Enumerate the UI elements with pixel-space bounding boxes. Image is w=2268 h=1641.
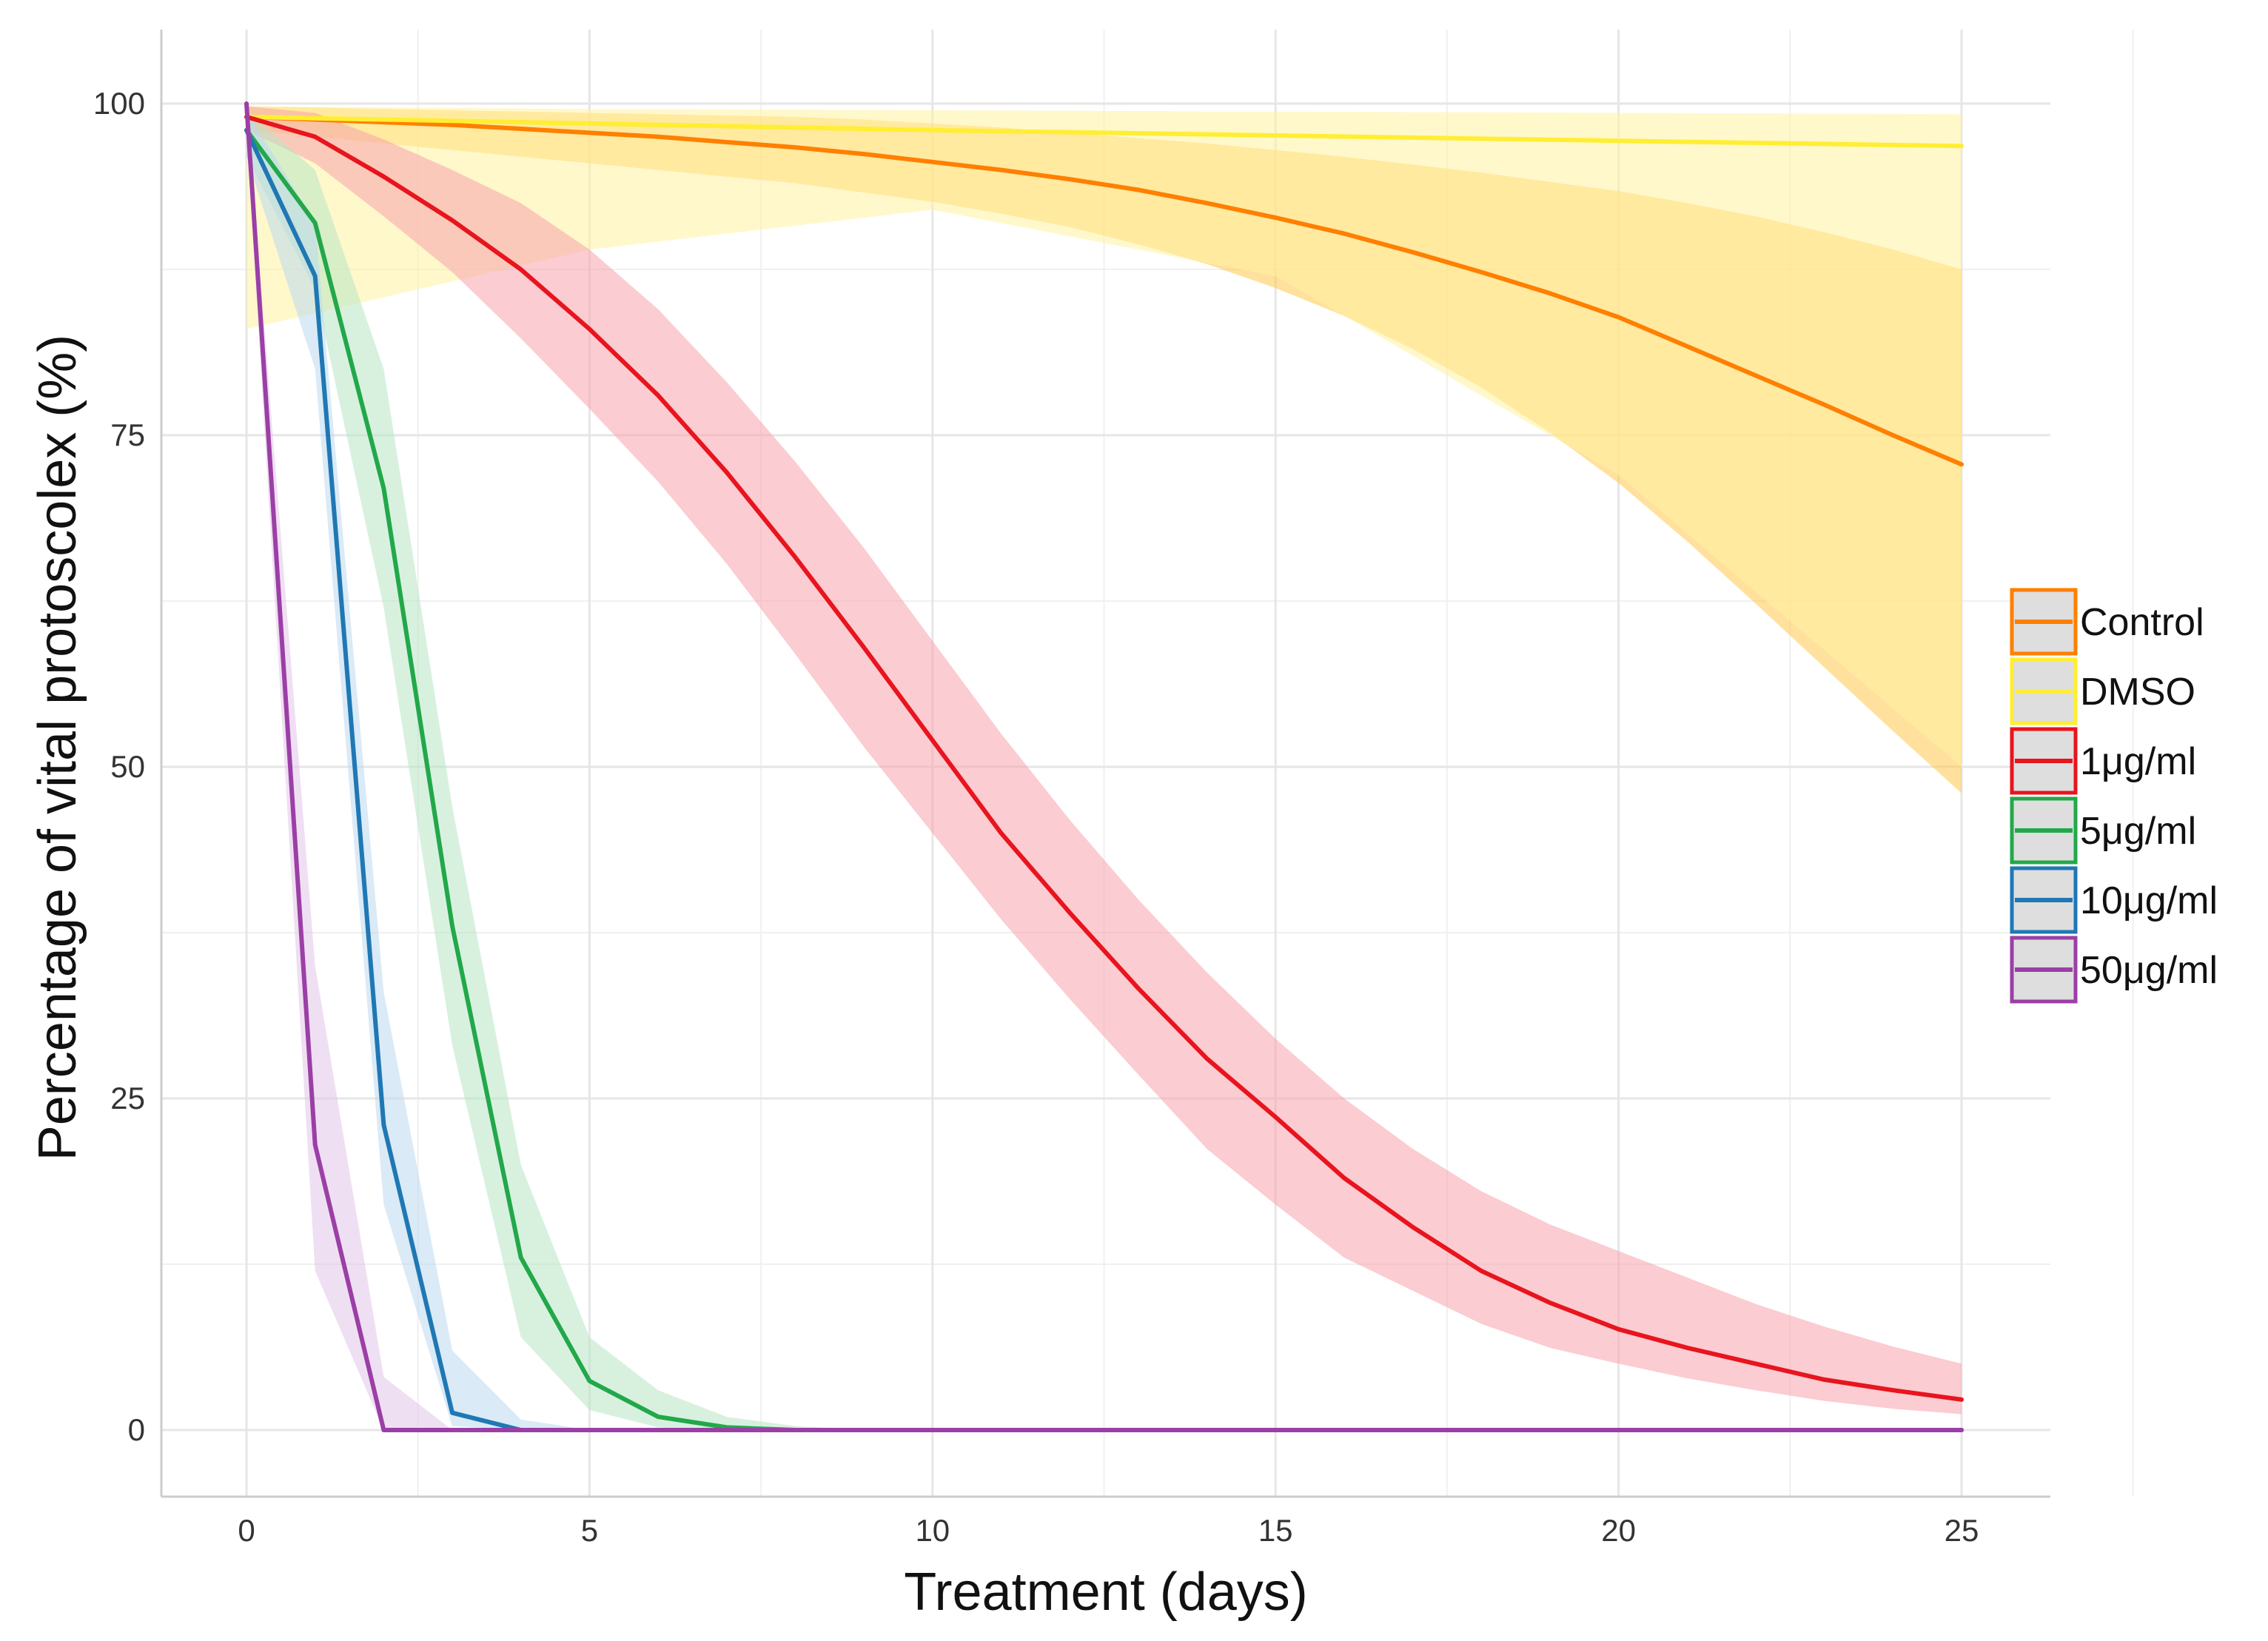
legend-label: DMSO (2080, 671, 2195, 714)
legend-item: 1μg/ml (2010, 727, 2196, 795)
axes (160, 30, 2050, 1498)
legend-label: Control (2080, 601, 2204, 644)
series-lines (244, 101, 1964, 1432)
x-tick-label: 15 (1258, 1513, 1293, 1548)
legend-label: 50μg/ml (2080, 949, 2218, 992)
legend: Control DMSO 1μg/ml 5μg/ml 10μg/ml 50μg/ml (2010, 588, 2218, 1004)
y-tick-label: 100 (93, 86, 145, 121)
y-tick-label: 25 (110, 1081, 145, 1115)
tick-labels: 0 5 10 15 20 25 0 25 50 75 100 (93, 86, 1979, 1548)
band-dmso (246, 106, 1962, 768)
legend-item: 10μg/ml (2010, 866, 2218, 934)
line-control (244, 114, 1964, 467)
line-dmso (244, 114, 1964, 149)
x-tick-label: 10 (915, 1513, 950, 1548)
legend-item: Control (2010, 588, 2204, 656)
x-tick-label: 0 (238, 1513, 255, 1548)
legend-item: 50μg/ml (2010, 936, 2218, 1004)
legend-item: 5μg/ml (2010, 796, 2196, 865)
legend-item: DMSO (2010, 657, 2195, 725)
x-axis-label: Treatment (days) (904, 1563, 1307, 1622)
band-10-g-ml (246, 110, 1962, 1430)
y-tick-label: 75 (110, 417, 145, 452)
line-50-g-ml (244, 101, 1964, 1432)
x-tick-label: 20 (1601, 1513, 1636, 1548)
line-1-g-ml (244, 114, 1964, 1402)
x-tick-label: 5 (581, 1513, 598, 1548)
y-tick-label: 0 (128, 1412, 145, 1447)
legend-label: 5μg/ml (2080, 810, 2196, 853)
legend-label: 1μg/ml (2080, 740, 2196, 783)
x-tick-label: 25 (1945, 1513, 1979, 1548)
y-tick-label: 50 (110, 749, 145, 784)
confidence-bands (246, 104, 1962, 1430)
band-1-g-ml (246, 106, 1962, 1415)
y-axis-label: Percentage of vital protoscolex (%) (28, 335, 87, 1161)
legend-label: 10μg/ml (2080, 879, 2218, 922)
